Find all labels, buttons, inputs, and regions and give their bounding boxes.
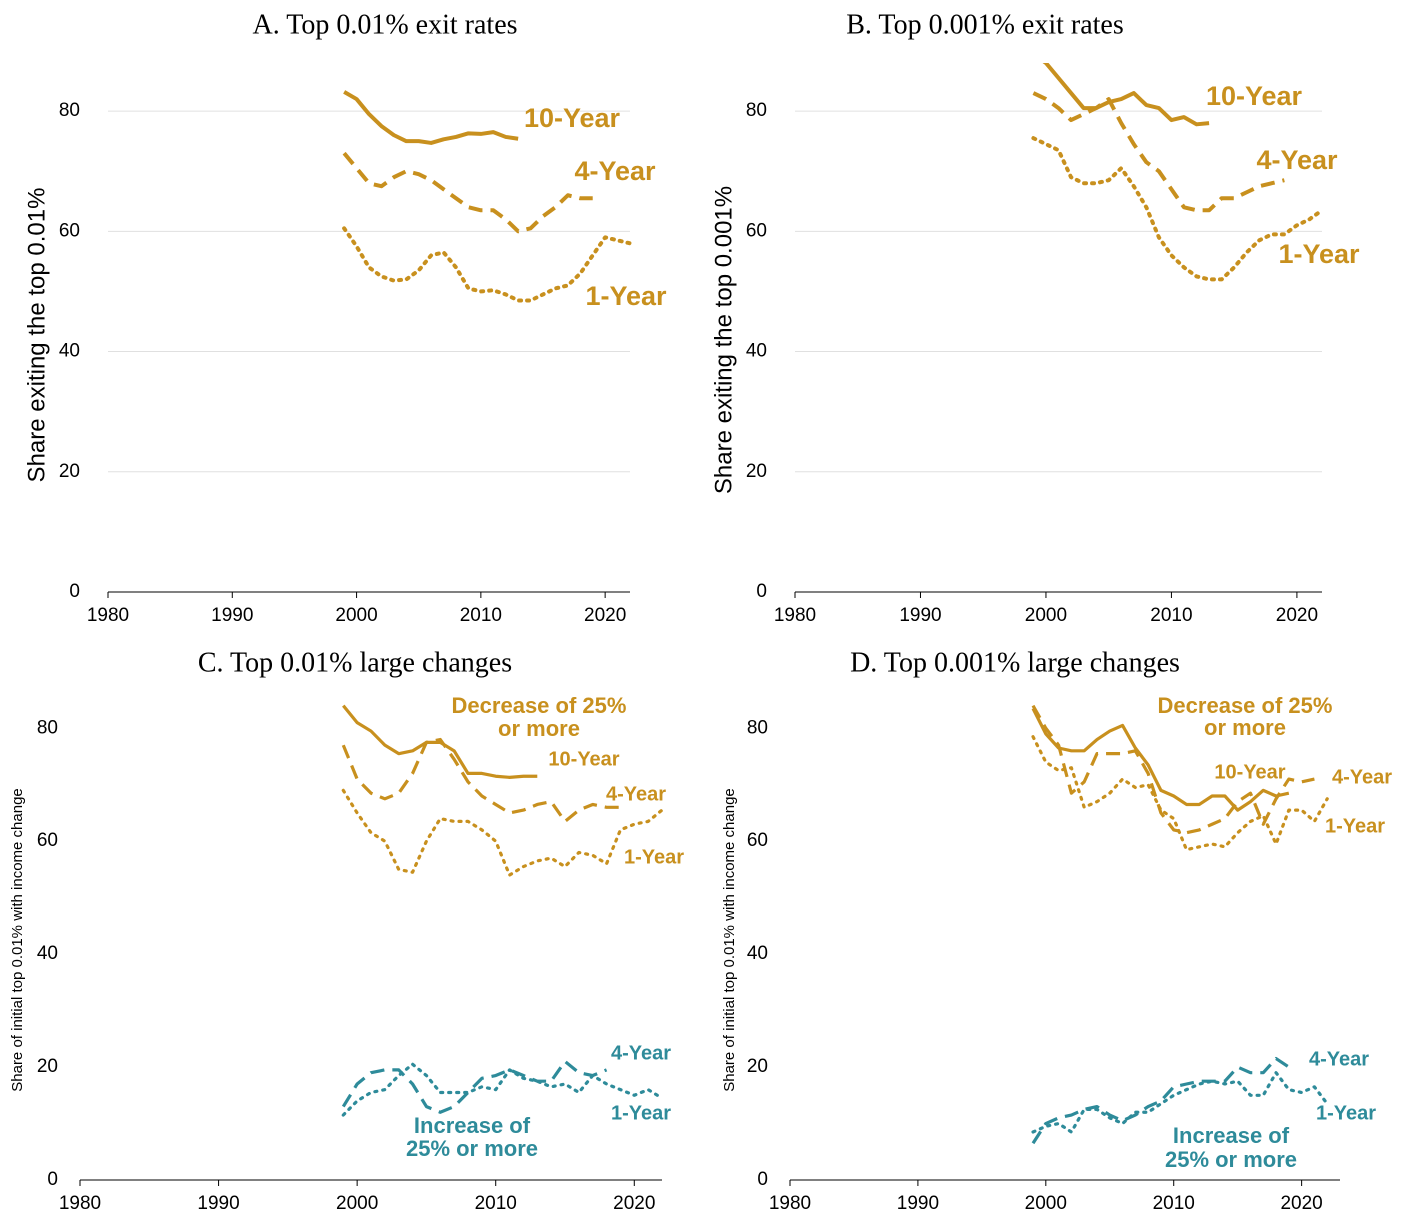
series-label: 4-Year (1332, 766, 1392, 788)
series-line (341, 737, 621, 824)
panel: B. Top 0.001% exit rates Share exiting th… (710, 9, 1360, 626)
x-tick-label: 1980 (769, 1193, 811, 1214)
panel-title: C. Top 0.01% large changes (198, 647, 512, 678)
x-tick-label: 2020 (584, 605, 626, 626)
x-tick-label: 1980 (774, 605, 816, 626)
series-label: 1-Year (1316, 1102, 1376, 1124)
y-tick-label: 80 (59, 100, 80, 121)
series-label: 1-Year (611, 1102, 671, 1124)
y-tick-label: 40 (59, 341, 80, 362)
x-tick-label: 1990 (197, 1193, 239, 1214)
series-label: 4-Year (1256, 145, 1338, 175)
series-label: 1-Year (1278, 239, 1360, 269)
x-tick-label: 1980 (87, 605, 129, 626)
y-tick-label: 80 (746, 100, 767, 121)
x-tick-label: 1990 (211, 605, 253, 626)
y-axis-label: Share exiting the top 0.001% (710, 186, 737, 494)
y-tick-label: 40 (747, 943, 768, 964)
series-line (1031, 704, 1315, 835)
series-line (1031, 136, 1324, 282)
y-tick-label: 0 (47, 1169, 58, 1190)
y-tick-label: 0 (69, 581, 80, 602)
series-line (1031, 1071, 1329, 1134)
series-line (343, 90, 519, 145)
x-tick-label: 2000 (1025, 1193, 1067, 1214)
series-line (1031, 1056, 1290, 1145)
annotation: Increase of (414, 1113, 531, 1138)
y-tick-label: 20 (747, 1056, 768, 1077)
x-tick-label: 2010 (1153, 1193, 1195, 1214)
series-label: 10-Year (548, 748, 619, 770)
y-tick-label: 80 (37, 717, 58, 738)
y-axis-label: Share of initial top 0.01% with income c… (721, 788, 738, 1092)
series-line (1031, 707, 1290, 812)
annotation: 25% or more (406, 1136, 538, 1161)
series-label: 10-Year (1214, 761, 1285, 783)
series-label: 1-Year (624, 846, 684, 868)
y-tick-label: 0 (756, 581, 767, 602)
series-line (342, 151, 593, 234)
y-tick-label: 40 (746, 341, 767, 362)
series-label: 4-Year (611, 1042, 671, 1064)
panel-title: B. Top 0.001% exit rates (846, 9, 1123, 40)
series-label: 10-Year (524, 103, 621, 133)
y-tick-label: 60 (746, 220, 767, 241)
series-label: 4-Year (574, 156, 656, 186)
series-line (342, 704, 538, 779)
series-line (1032, 91, 1285, 213)
panel: C. Top 0.01% large changes Share of initi… (9, 647, 684, 1214)
x-tick-label: 1990 (897, 1193, 939, 1214)
x-tick-label: 1980 (59, 1193, 101, 1214)
x-tick-label: 2020 (613, 1193, 655, 1214)
series-label: 10-Year (1206, 81, 1303, 111)
y-tick-label: 60 (747, 830, 768, 851)
series-label: 4-Year (606, 783, 666, 805)
annotation: or more (1204, 715, 1286, 740)
y-tick-label: 0 (757, 1169, 768, 1190)
x-tick-label: 2000 (336, 1193, 378, 1214)
series-label: 1-Year (1325, 815, 1385, 837)
panel: D. Top 0.001% large changes Share of init… (721, 647, 1392, 1214)
panel-title: D. Top 0.001% large changes (850, 647, 1180, 678)
panel: A. Top 0.01% exit rates Share exiting the… (23, 9, 667, 626)
y-tick-label: 20 (746, 461, 767, 482)
x-tick-label: 1990 (899, 605, 941, 626)
x-tick-label: 2000 (335, 605, 377, 626)
panel-title: A. Top 0.01% exit rates (252, 9, 517, 40)
series-line (341, 1059, 608, 1114)
series-line (341, 1062, 664, 1117)
annotation: Decrease of 25% (452, 693, 627, 718)
annotation: or more (498, 716, 580, 741)
y-tick-label: 60 (59, 220, 80, 241)
y-tick-label: 60 (37, 830, 58, 851)
x-tick-label: 2010 (460, 605, 502, 626)
x-tick-label: 2010 (1150, 605, 1192, 626)
series-line (342, 226, 632, 303)
series-line (1042, 63, 1210, 127)
series-label: 4-Year (1309, 1048, 1369, 1070)
y-tick-label: 20 (59, 461, 80, 482)
annotation: Decrease of 25% (1158, 693, 1333, 718)
y-axis-label: Share exiting the top 0.01% (23, 188, 50, 483)
annotation: 25% or more (1165, 1147, 1297, 1172)
x-tick-label: 2020 (1280, 1193, 1322, 1214)
y-tick-label: 40 (37, 943, 58, 964)
y-tick-label: 80 (747, 717, 768, 738)
x-tick-label: 2020 (1276, 605, 1318, 626)
annotation: Increase of (1173, 1123, 1290, 1148)
y-tick-label: 20 (37, 1056, 58, 1077)
y-axis-label: Share of initial top 0.01% with income c… (9, 788, 26, 1092)
series-label: 1-Year (585, 281, 667, 311)
x-tick-label: 2000 (1025, 605, 1067, 626)
x-tick-label: 2010 (475, 1193, 517, 1214)
series-line (1031, 735, 1329, 852)
